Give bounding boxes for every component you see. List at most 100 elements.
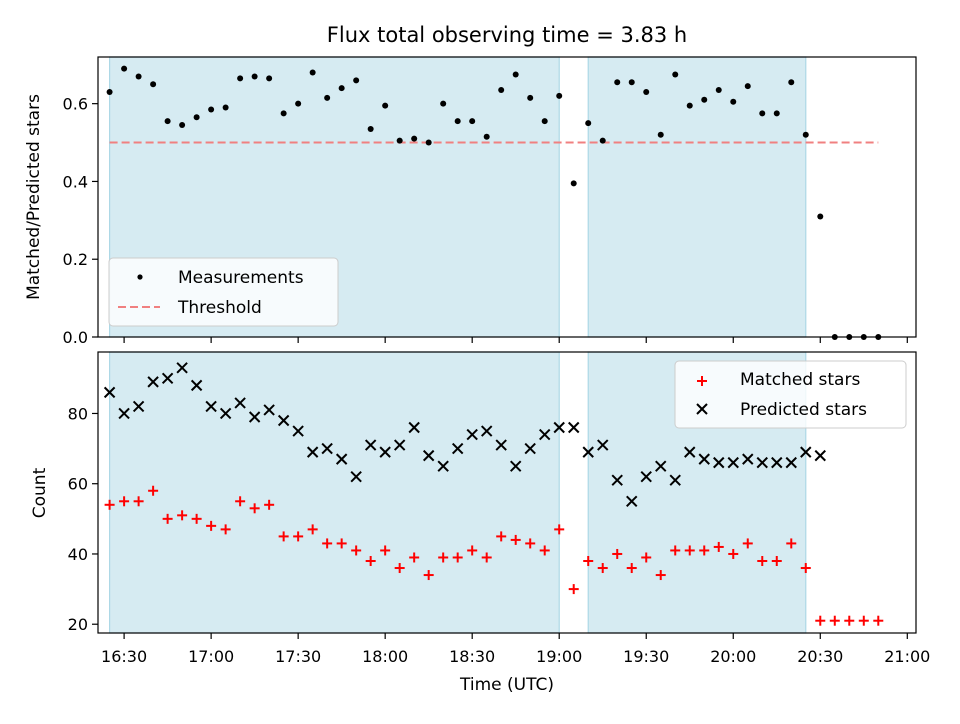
matched-star-point-21	[409, 552, 420, 563]
measurement-point-12	[280, 110, 287, 117]
matched-star-point-25	[467, 545, 478, 556]
matched-star-point-16	[336, 538, 347, 549]
measurement-point-36	[628, 79, 635, 86]
measurement-point-13	[295, 100, 302, 107]
matched-star-point-29	[525, 538, 536, 549]
measurement-point-34	[599, 137, 606, 144]
matched-star-point-53	[873, 615, 884, 626]
measurement-point-43	[730, 98, 737, 105]
matched-star-point-9	[235, 496, 246, 507]
predicted-star-point-36	[626, 495, 638, 507]
measurement-point-5	[179, 122, 186, 129]
bottom-shaded-regions	[109, 351, 807, 634]
top-y-tick-label-1: 0.2	[63, 250, 88, 269]
matched-star-point-32	[568, 584, 579, 595]
matched-star-point-11	[264, 499, 275, 510]
predicted-star-point-24	[451, 442, 464, 455]
predicted-star-point-34	[597, 439, 609, 451]
bottom-axes-frame	[97, 351, 917, 634]
matched-star-point-49	[815, 615, 826, 626]
matched-star-point-6	[191, 513, 202, 524]
measurement-point-19	[382, 102, 389, 109]
bottom-x-ticks: 16:30 17:00 17:30 18:00 18:30 19:00 19:30 20:00…	[101, 633, 930, 666]
predicted-star-point-10	[248, 411, 261, 423]
bottom-legend-box	[674, 360, 907, 429]
predicted-star-point-44	[742, 453, 754, 465]
matched-star-point-44	[742, 538, 753, 549]
predicted-star-point-19	[379, 446, 391, 458]
bottom-y-tick-label-1: 40	[68, 545, 88, 564]
bottom-y-tick-label-0: 20	[68, 615, 88, 634]
matched-star-point-13	[293, 531, 304, 542]
predicted-star-point-8	[219, 407, 232, 420]
matched-star-point-12	[278, 531, 289, 542]
measurement-point-42	[715, 87, 722, 94]
bottom-shaded-region-0	[109, 351, 560, 634]
top-legend: Measurements Threshold	[108, 257, 339, 327]
legend-measurements-marker	[137, 274, 143, 280]
predicted-star-point-5	[176, 362, 188, 374]
measurement-point-10	[251, 73, 258, 80]
predicted-star-point-35	[611, 474, 623, 486]
measurement-point-3	[150, 81, 157, 88]
measurement-point-8	[222, 104, 229, 111]
bottom-y-ticks: 20 40 60 80	[68, 404, 98, 634]
top-y-tick-label-0: 0.0	[63, 328, 88, 347]
measurement-point-14	[309, 69, 316, 76]
matched-star-point-43	[728, 548, 739, 559]
matched-star-point-47	[786, 538, 797, 549]
measurement-point-37	[643, 89, 650, 95]
top-panel: 0.0 0.2 0.4 0.6 Flux total observing time =…	[24, 23, 917, 347]
bottom-x-tick-label-9: 21:00	[884, 647, 930, 666]
matched-star-point-46	[771, 555, 782, 566]
predicted-star-point-1	[118, 407, 130, 420]
matched-star-point-19	[380, 545, 391, 556]
measurement-point-47	[788, 79, 795, 86]
measurement-point-30	[541, 118, 548, 125]
legend-matched-marker	[697, 376, 707, 386]
matched-star-point-51	[844, 615, 855, 626]
predicted-star-point-39	[669, 474, 681, 486]
measurement-point-35	[614, 79, 621, 86]
matched-star-point-42	[713, 541, 724, 552]
measurement-point-4	[164, 118, 171, 125]
matched-star-point-33	[583, 555, 594, 566]
top-y-axis-label: Matched/Predicted stars	[24, 94, 44, 300]
predicted-star-point-7	[205, 400, 217, 413]
bottom-legend: Matched stars Predicted stars	[674, 360, 907, 429]
predicted-star-point-3	[147, 376, 159, 388]
chart-title: Flux total observing time = 3.83 h	[327, 23, 687, 47]
predicted-star-point-46	[771, 456, 783, 469]
bottom-x-tick-label-3: 18:00	[362, 647, 408, 666]
measurement-point-23	[440, 100, 447, 107]
bottom-y-axis-label: Count	[30, 467, 50, 518]
legend-measurements-label: Measurements	[178, 268, 304, 288]
matched-star-point-15	[322, 538, 333, 549]
measurement-point-25	[469, 118, 476, 125]
predicted-star-point-45	[756, 456, 768, 469]
matched-star-point-8	[220, 524, 231, 535]
predicted-star-point-22	[422, 449, 435, 462]
top-legend-box	[108, 257, 339, 327]
matched-star-point-5	[177, 510, 188, 521]
bottom-x-tick-label-6: 19:30	[623, 647, 669, 666]
measurement-point-40	[686, 102, 693, 109]
measurement-point-32	[570, 180, 577, 187]
matched-star-point-26	[481, 552, 492, 563]
measurement-point-27	[498, 87, 505, 94]
measurement-point-49	[817, 213, 824, 220]
matched-star-point-50	[829, 615, 840, 626]
matched-star-point-4	[162, 513, 173, 524]
legend-predicted-marker	[696, 403, 708, 415]
measurement-point-28	[512, 71, 519, 78]
predicted-star-point-32	[568, 421, 580, 434]
matched-star-point-48	[800, 563, 811, 574]
predicted-star-point-20	[393, 439, 406, 451]
predicted-star-point-11	[263, 404, 275, 416]
predicted-star-point-4	[161, 372, 174, 385]
matched-star-point-52	[858, 615, 869, 626]
predicted-star-point-26	[480, 425, 493, 437]
matched-star-point-2	[133, 496, 144, 507]
predicted-star-point-9	[234, 397, 246, 409]
measurement-point-2	[135, 73, 142, 80]
